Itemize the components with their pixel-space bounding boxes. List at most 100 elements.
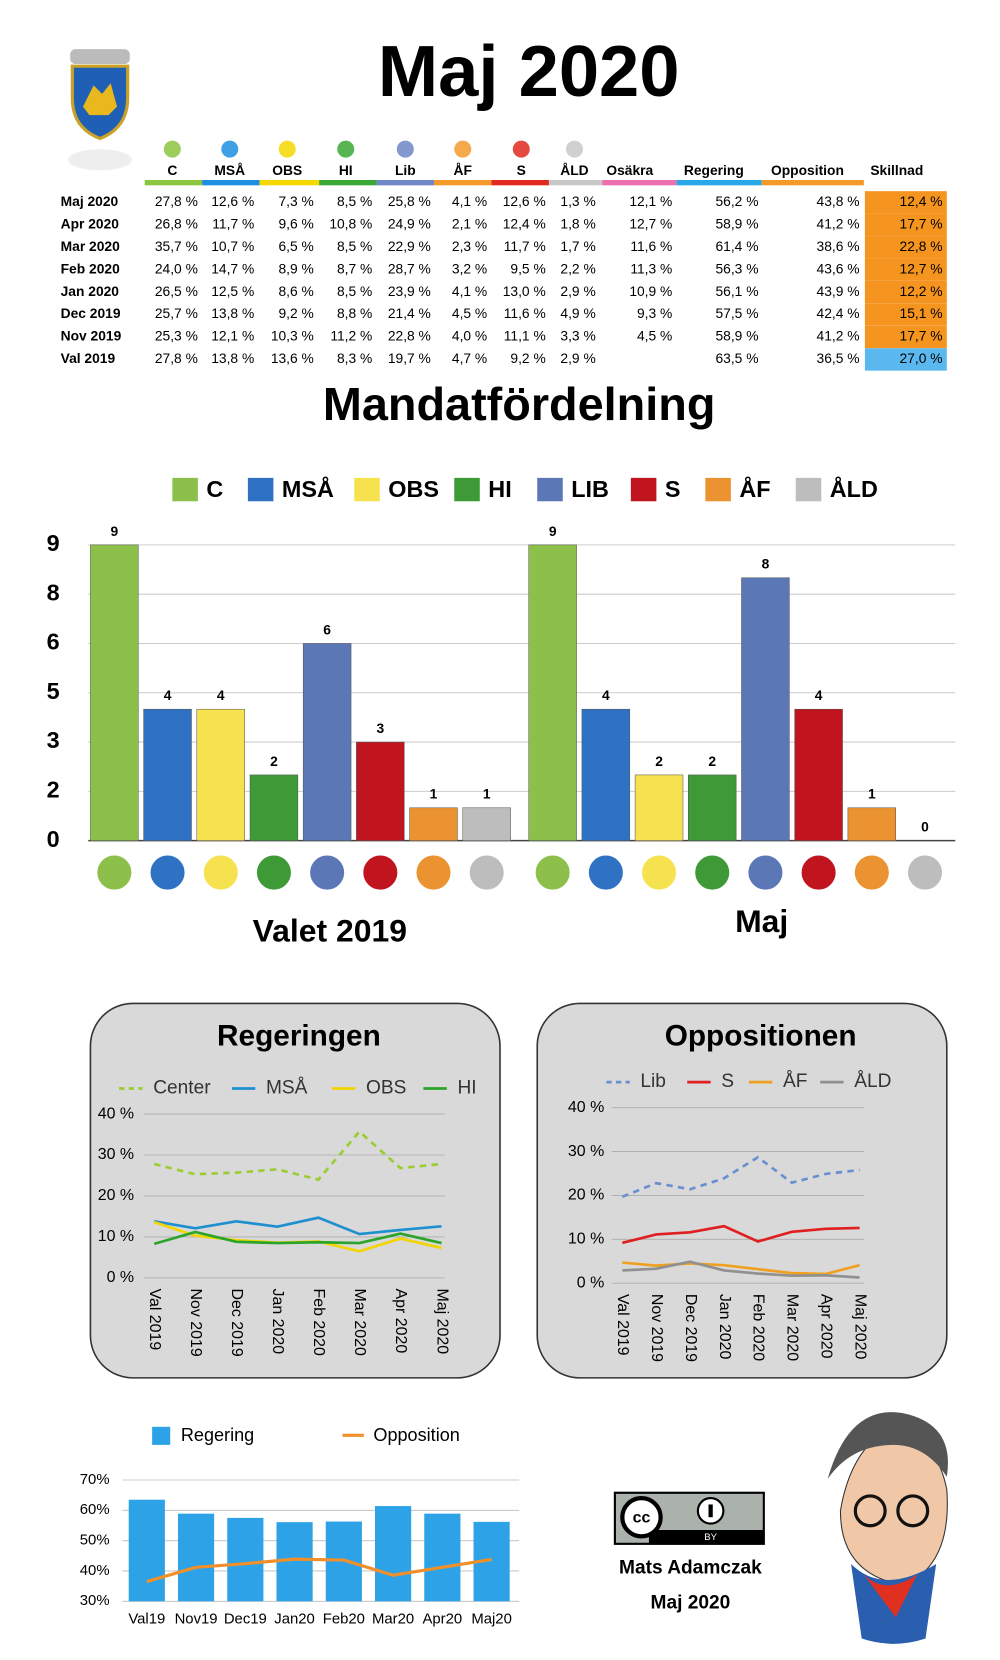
table-cell: 1,3 % — [560, 193, 595, 209]
table-cell: 13,8 % — [211, 305, 254, 321]
table-cell: 11,6 % — [630, 238, 672, 254]
column-header: Osäkra — [606, 162, 653, 178]
column-header: ÅLD — [560, 162, 588, 178]
table-cell: 12,7 % — [629, 215, 672, 231]
y-tick-label: 60% — [80, 1502, 110, 1518]
legend-swatch — [354, 477, 380, 502]
legend-swatch — [247, 477, 274, 502]
table-cell: 11,7 % — [212, 215, 254, 231]
x-tick-label: Maj 2020 — [851, 1294, 868, 1360]
table-cell: 4,0 % — [452, 328, 487, 344]
y-tick-label: 50% — [80, 1533, 110, 1549]
badge-text: cc — [633, 1510, 651, 1527]
legend-swatch — [152, 1426, 171, 1445]
page-title: Maj 2020 — [378, 32, 680, 112]
data-label: 8 — [762, 556, 770, 572]
legend-label: MSÅ — [282, 475, 334, 502]
row-label: Dec 2019 — [61, 305, 121, 321]
bar — [227, 1517, 264, 1602]
table-cell: 4,5 % — [637, 328, 672, 344]
legend-swatch — [630, 477, 657, 502]
panel — [536, 1002, 948, 1379]
party-icon — [163, 140, 181, 158]
x-tick-label: Jan20 — [274, 1611, 315, 1627]
data-label: 1 — [483, 786, 491, 802]
table-cell: 14,7 % — [211, 260, 254, 276]
header-bar — [144, 180, 203, 186]
party-logo — [586, 853, 625, 892]
license-badge: cc BY — [613, 1491, 765, 1545]
table-cell: 10,9 % — [629, 283, 672, 299]
row-label: Feb 2020 — [61, 260, 120, 276]
table-cell: 13,0 % — [503, 283, 546, 299]
column-header: ÅF — [454, 162, 472, 178]
legend-label: Center — [153, 1078, 211, 1099]
date: Maj 2020 — [651, 1592, 731, 1613]
column-header: S — [517, 162, 526, 178]
y-tick-label: 40 % — [568, 1099, 604, 1116]
table-cell: 27,8 % — [155, 350, 198, 366]
table-cell: 56,2 % — [715, 193, 758, 209]
x-tick-label: Nov 2019 — [187, 1289, 204, 1357]
y-tick-label: 6 — [47, 629, 60, 655]
highlight-cell — [864, 258, 947, 281]
table-cell: 24,0 % — [155, 260, 198, 276]
table-cell: 21,4 % — [388, 305, 431, 321]
table-cell: 11,1 % — [504, 328, 546, 344]
legend-label: HI — [457, 1078, 476, 1099]
table-cell: 22,9 % — [388, 238, 431, 254]
x-tick-label: Maj20 — [471, 1611, 512, 1627]
data-label: 9 — [111, 523, 119, 539]
data-label: 0 — [921, 819, 929, 835]
chart-title: Oppositionen — [665, 1019, 857, 1052]
panel — [89, 1002, 501, 1379]
header-bar — [259, 180, 320, 186]
party-icon — [337, 140, 355, 158]
table-cell: 56,1 % — [715, 283, 758, 299]
table-cell: 28,7 % — [388, 260, 431, 276]
table-cell: 6,5 % — [279, 238, 314, 254]
series-line — [153, 1129, 442, 1182]
chart-title: Regeringen — [217, 1019, 381, 1052]
bar — [581, 708, 631, 841]
x-tick-label: Jan 2020 — [269, 1289, 286, 1355]
x-tick-label: Mar 2020 — [784, 1294, 801, 1361]
bar — [462, 807, 511, 841]
table-cell: 8,3 % — [337, 350, 372, 366]
table-cell: 1,7 % — [560, 238, 595, 254]
table-cell: 2,9 % — [560, 283, 595, 299]
party-icon — [221, 140, 239, 158]
y-tick-label: 5 — [47, 678, 60, 704]
y-tick-label: 3 — [47, 727, 60, 753]
y-tick-label: 40 % — [98, 1105, 134, 1122]
table-cell: 12,4 % — [503, 215, 546, 231]
table-cell: 9,5 % — [510, 260, 545, 276]
header-bar — [434, 180, 492, 186]
party-logo — [467, 853, 506, 892]
table-cell: 4,7 % — [452, 350, 487, 366]
data-label: 1 — [868, 786, 876, 802]
table-cell: 36,5 % — [817, 350, 860, 366]
table-cell: 3,3 % — [560, 328, 595, 344]
bar — [302, 643, 352, 841]
series-line — [622, 1261, 860, 1276]
y-tick-label: 2 — [47, 777, 60, 803]
legend-label: ÅF — [783, 1071, 807, 1092]
column-header: MSÅ — [214, 162, 245, 178]
series-line — [622, 1224, 860, 1245]
legend-label: MSÅ — [266, 1078, 308, 1099]
party-logo — [414, 853, 453, 892]
table-cell: 15,1 % — [900, 305, 943, 321]
table-cell: 26,8 % — [155, 215, 198, 231]
table-cell: 12,2 % — [900, 283, 943, 299]
table-cell: 8,6 % — [279, 283, 314, 299]
table-cell: 7,3 % — [279, 193, 314, 209]
column-header: Opposition — [771, 162, 844, 178]
table-cell: 8,9 % — [279, 260, 314, 276]
table-cell: 4,5 % — [452, 305, 487, 321]
legend-swatch — [537, 477, 563, 502]
party-logo — [533, 853, 572, 892]
table-cell: 10,7 % — [211, 238, 254, 254]
table-cell: 22,8 % — [900, 238, 943, 254]
table-cell: 61,4 % — [715, 238, 758, 254]
